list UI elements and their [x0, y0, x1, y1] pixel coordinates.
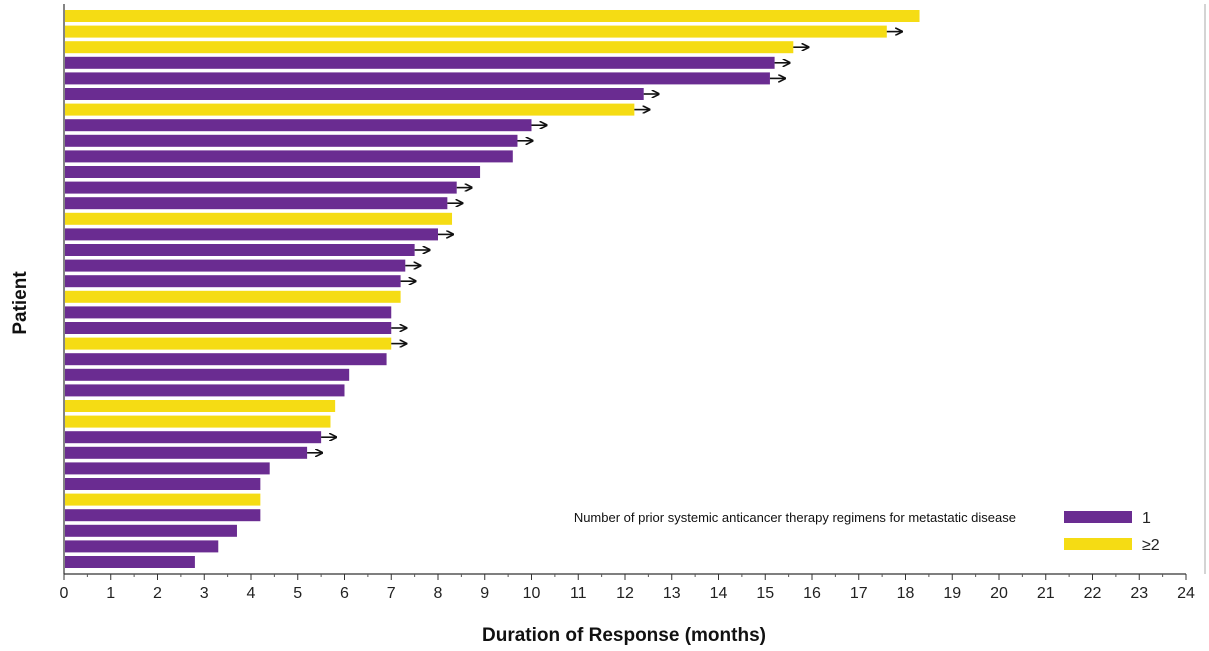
bar-patient-6 — [65, 88, 644, 100]
x-tick-label-0: 0 — [60, 585, 69, 602]
bar-patient-21 — [65, 322, 392, 334]
legend-label-1: 1 — [1142, 510, 1151, 527]
x-tick-label-18: 18 — [897, 585, 915, 602]
x-tick-label-14: 14 — [710, 585, 728, 602]
bar-patient-17 — [65, 259, 406, 272]
bar-patient-26 — [65, 400, 336, 412]
x-tick-label-21: 21 — [1037, 585, 1055, 602]
x-tick-label-8: 8 — [434, 585, 443, 602]
x-tick-label-12: 12 — [616, 585, 634, 602]
bar-patient-20 — [65, 306, 392, 319]
x-tick-label-3: 3 — [200, 585, 209, 602]
x-tick-label-20: 20 — [990, 585, 1008, 602]
x-tick-label-4: 4 — [247, 585, 256, 602]
bar-patient-33 — [65, 509, 261, 522]
bar-patient-19 — [65, 290, 401, 303]
legend-label-2: ≥2 — [1142, 537, 1160, 554]
x-tick-label-15: 15 — [756, 585, 774, 602]
bar-patient-31 — [65, 478, 261, 490]
bar-patient-3 — [65, 41, 794, 54]
y-axis-title: Patient — [10, 271, 31, 335]
bar-patient-25 — [65, 384, 345, 397]
x-tick-label-16: 16 — [803, 585, 821, 602]
bar-patient-11 — [65, 166, 481, 178]
bar-patient-1 — [65, 10, 920, 22]
x-tick-label-9: 9 — [480, 585, 489, 602]
x-tick-label-10: 10 — [523, 585, 541, 602]
bar-patient-10 — [65, 150, 513, 163]
bar-patient-28 — [65, 431, 322, 444]
bar-patient-30 — [65, 462, 270, 475]
x-tick-label-5: 5 — [293, 585, 302, 602]
x-tick-label-23: 23 — [1130, 585, 1148, 602]
bar-patient-14 — [65, 212, 453, 225]
bar-patient-32 — [65, 493, 261, 506]
bar-patient-12 — [65, 181, 457, 194]
legend: Number of prior systemic anticancer ther… — [574, 510, 1160, 554]
bar-patient-13 — [65, 197, 448, 210]
bar-patient-29 — [65, 446, 308, 459]
bar-patient-22 — [65, 337, 392, 350]
x-tick-label-11: 11 — [570, 585, 587, 602]
x-tick-label-1: 1 — [106, 585, 115, 602]
bar-patient-4 — [65, 56, 775, 69]
bars-layer — [65, 10, 920, 568]
bar-patient-35 — [65, 540, 219, 553]
bar-patient-24 — [65, 368, 350, 381]
bar-patient-27 — [65, 415, 331, 428]
x-tick-label-24: 24 — [1177, 585, 1195, 602]
x-tick-label-6: 6 — [340, 585, 349, 602]
x-axis-title: Duration of Response (months) — [482, 625, 766, 646]
bar-patient-5 — [65, 72, 770, 85]
bar-patient-23 — [65, 353, 387, 366]
x-tick-label-7: 7 — [387, 585, 396, 602]
legend-title: Number of prior systemic anticancer ther… — [574, 510, 1016, 525]
x-tick-label-2: 2 — [153, 585, 162, 602]
x-ticks-layer: 0 1 2 3 4 5 6 7 8 9 10 11 12 13 14 15 16 17 18 19 20 21 22 23 24 — [60, 574, 1195, 602]
legend-swatch-1 — [1064, 511, 1132, 523]
bar-patient-34 — [65, 524, 237, 537]
bar-patient-2 — [65, 25, 887, 38]
bar-patient-7 — [65, 103, 635, 116]
x-tick-label-13: 13 — [663, 585, 681, 602]
ongoing-arrows-layer — [307, 32, 902, 453]
bar-patient-16 — [65, 244, 415, 256]
bar-patient-15 — [65, 228, 438, 241]
bar-patient-8 — [65, 119, 532, 132]
bar-patient-36 — [65, 556, 195, 568]
bar-patient-9 — [65, 134, 518, 147]
legend-swatch-2 — [1064, 538, 1132, 550]
x-tick-label-19: 19 — [943, 585, 961, 602]
x-tick-label-22: 22 — [1084, 585, 1102, 602]
x-tick-label-17: 17 — [850, 585, 868, 602]
bar-patient-18 — [65, 275, 401, 288]
